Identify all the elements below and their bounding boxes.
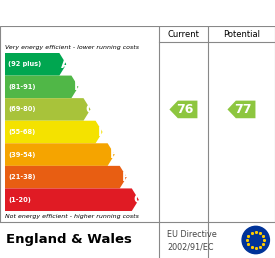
Text: 77: 77 [234, 103, 252, 116]
Text: EU Directive: EU Directive [167, 230, 217, 239]
Text: G: G [134, 193, 144, 206]
Polygon shape [227, 101, 255, 118]
Text: C: C [86, 103, 94, 116]
Text: (81-91): (81-91) [8, 84, 35, 90]
Polygon shape [5, 98, 90, 121]
Text: A: A [61, 58, 70, 71]
Text: 2002/91/EC: 2002/91/EC [167, 243, 213, 252]
Text: 76: 76 [177, 103, 194, 116]
Text: (92 plus): (92 plus) [8, 61, 41, 67]
Polygon shape [5, 166, 127, 188]
Text: E: E [110, 148, 118, 161]
Text: D: D [98, 125, 107, 139]
Text: (1-20): (1-20) [8, 197, 31, 203]
Text: (39-54): (39-54) [8, 151, 35, 158]
Polygon shape [5, 76, 78, 98]
Polygon shape [5, 53, 66, 76]
Polygon shape [5, 188, 139, 211]
Text: Potential: Potential [223, 29, 260, 38]
Polygon shape [5, 143, 115, 166]
Text: England & Wales: England & Wales [6, 233, 132, 246]
Text: Not energy efficient - higher running costs: Not energy efficient - higher running co… [5, 214, 139, 219]
Polygon shape [5, 121, 103, 143]
Polygon shape [169, 101, 197, 118]
Text: F: F [122, 171, 130, 184]
Text: (21-38): (21-38) [8, 174, 35, 180]
Text: Current: Current [167, 29, 199, 38]
Text: (55-68): (55-68) [8, 129, 35, 135]
Text: (69-80): (69-80) [8, 107, 35, 112]
Text: B: B [73, 80, 82, 93]
Circle shape [242, 226, 270, 254]
Text: Very energy efficient - lower running costs: Very energy efficient - lower running co… [5, 45, 139, 50]
Text: Energy Efficiency Rating: Energy Efficiency Rating [6, 6, 189, 20]
